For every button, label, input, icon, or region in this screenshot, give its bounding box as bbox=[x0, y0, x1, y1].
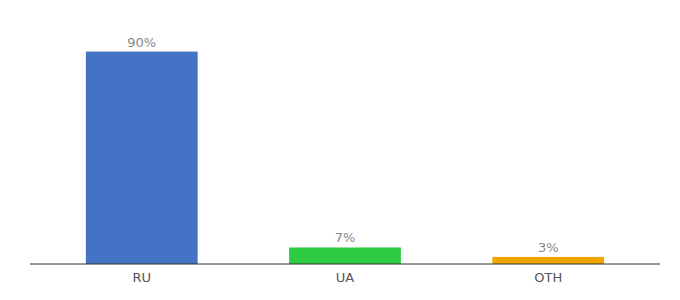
bar bbox=[492, 257, 604, 264]
bars bbox=[86, 52, 604, 264]
x-axis-line bbox=[30, 264, 660, 265]
x-tick-label: OTH bbox=[534, 270, 562, 285]
chart: RU UA OTH 90% 7% 3% bbox=[0, 0, 680, 300]
chart-container: RU UA OTH 90% 7% 3% bbox=[0, 0, 680, 300]
x-tick-label: UA bbox=[336, 270, 355, 285]
data-label: 3% bbox=[538, 240, 559, 255]
bar bbox=[86, 52, 198, 264]
x-tick-label: RU bbox=[132, 270, 151, 285]
data-label: 90% bbox=[127, 35, 156, 50]
data-label: 7% bbox=[335, 230, 356, 245]
bar bbox=[289, 247, 401, 264]
